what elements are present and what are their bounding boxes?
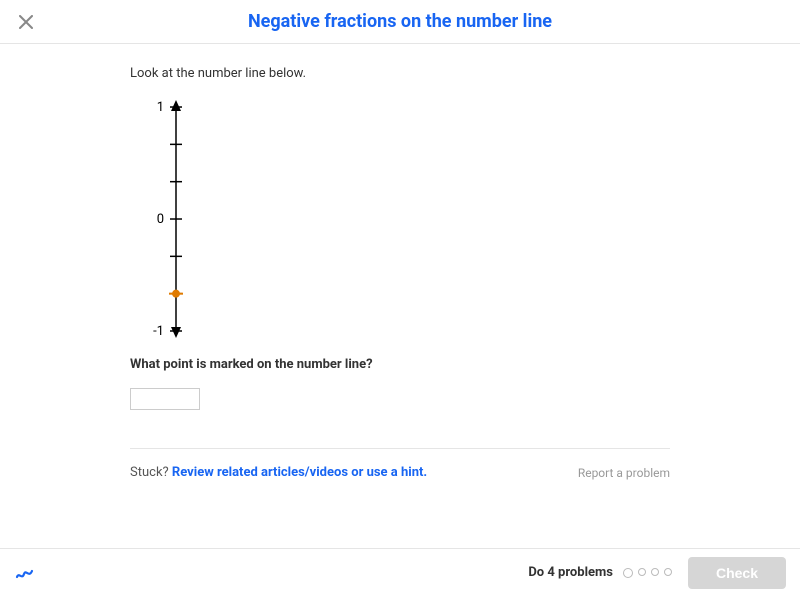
help-row: Stuck? Review related articles/videos or… [130,465,670,480]
progress-dot [638,568,646,576]
progress-label: Do 4 problems [528,565,613,580]
answer-input[interactable] [130,388,200,410]
scribble-icon [14,562,36,584]
progress-dot [664,568,672,576]
bottom-bar: Do 4 problems Check [0,548,800,596]
hint-link[interactable]: Review related articles/videos or use a … [172,465,427,480]
progress-dots [623,568,672,578]
divider [130,448,670,449]
instruction-text: Look at the number line below. [130,66,670,81]
progress-dot [651,568,659,576]
progress-dot [623,568,633,578]
close-icon [19,15,33,29]
svg-text:0: 0 [157,212,164,227]
check-button[interactable]: Check [688,557,786,589]
header: Negative fractions on the number line [0,0,800,44]
close-button[interactable] [16,12,36,32]
stuck-text: Stuck? Review related articles/videos or… [130,465,427,480]
exercise-content: Look at the number line below. 1 0 -1 What… [130,44,670,480]
number-line: 1 0 -1 [140,99,220,339]
page-title: Negative fractions on the number line [36,11,764,32]
stuck-prefix: Stuck? [130,465,172,480]
scratchpad-button[interactable] [14,562,36,584]
svg-text:1: 1 [157,100,164,115]
report-problem-link[interactable]: Report a problem [578,466,670,480]
svg-text:-1: -1 [153,324,164,339]
question-text: What point is marked on the number line? [130,357,670,372]
